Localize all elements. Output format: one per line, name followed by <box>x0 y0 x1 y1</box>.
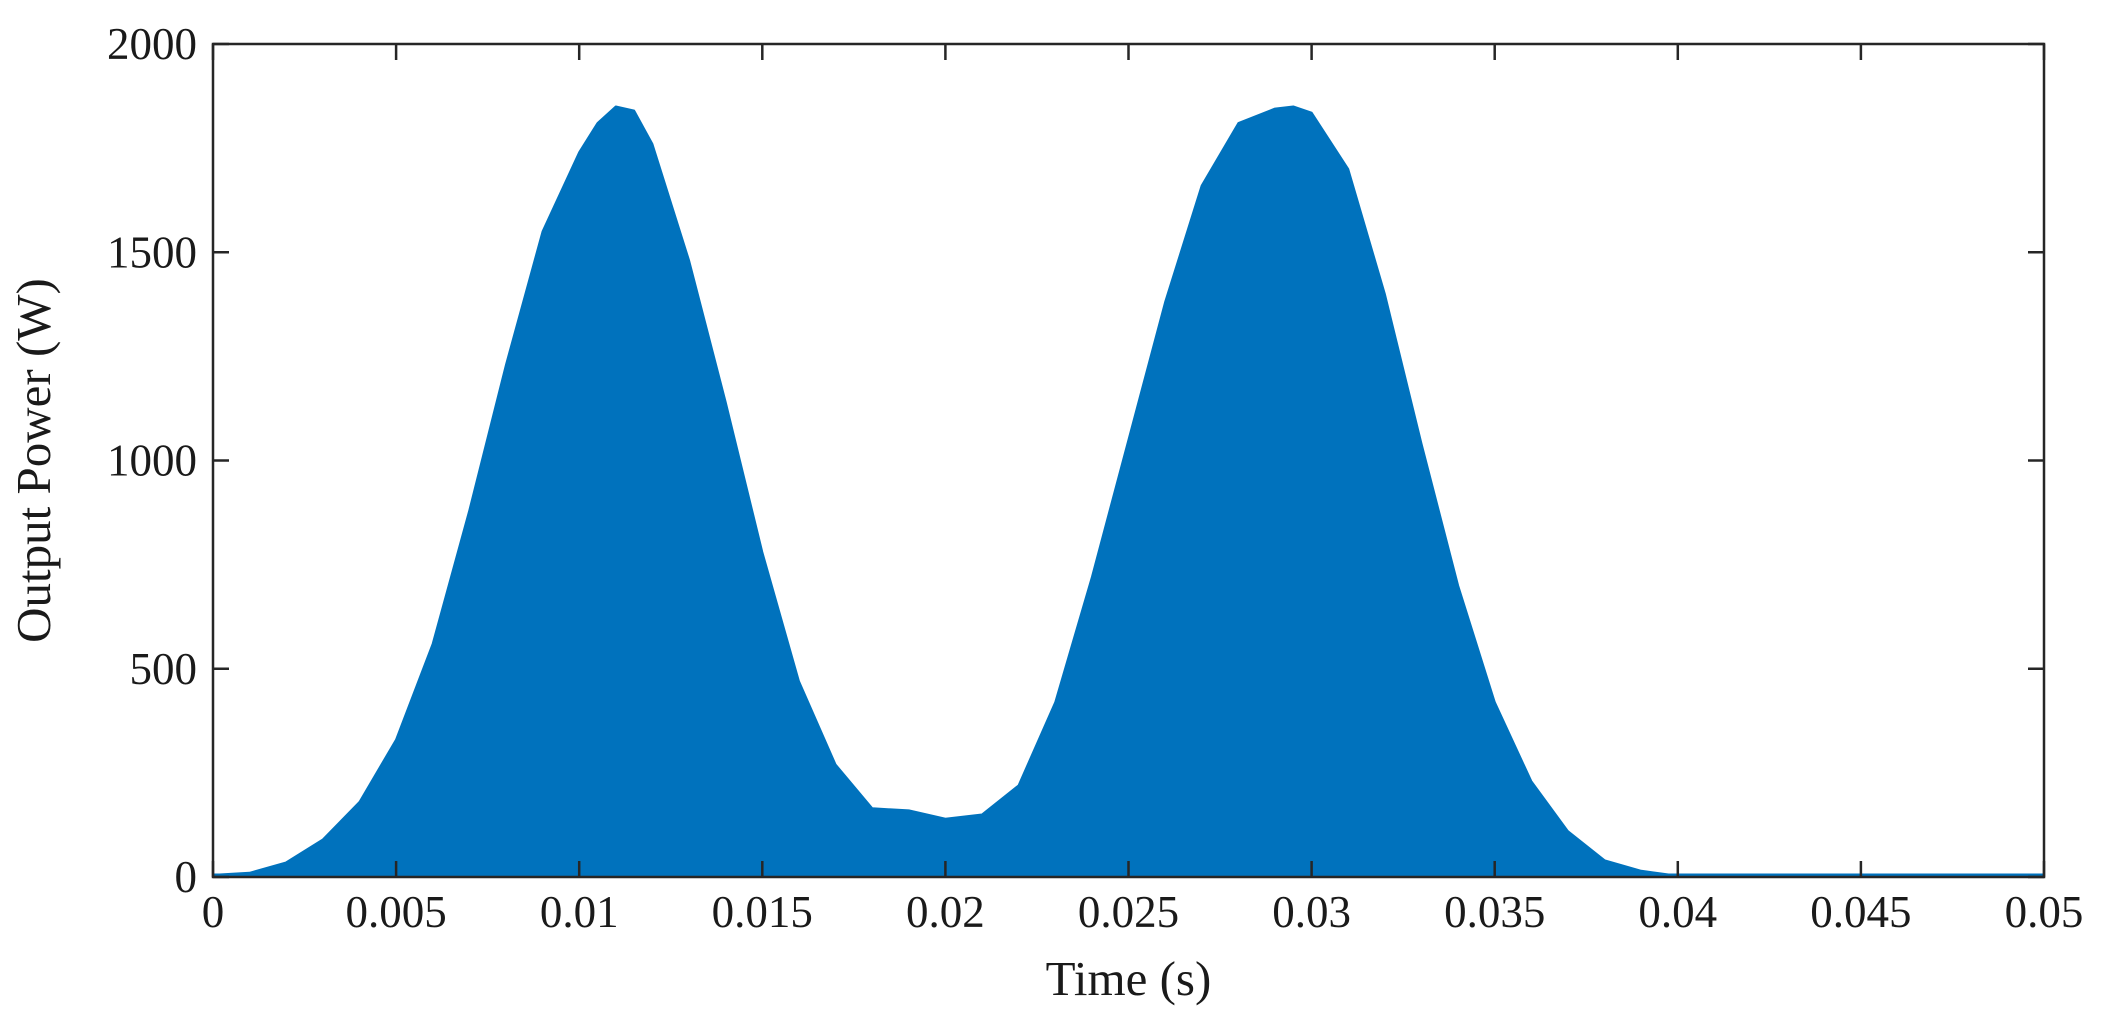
y-axis-label: Output Power (W) <box>6 278 61 643</box>
y-tick-label: 1000 <box>107 436 197 486</box>
y-tick-label: 0 <box>175 852 198 902</box>
x-tick-label: 0.04 <box>1638 887 1717 937</box>
power-envelope-area <box>212 105 2045 878</box>
x-tick-label: 0.025 <box>1078 887 1179 937</box>
x-tick-label: 0.045 <box>1810 887 1911 937</box>
y-tick-label: 1500 <box>107 227 197 277</box>
x-tick-label: 0.02 <box>906 887 985 937</box>
x-tick-label: 0.01 <box>540 887 619 937</box>
x-tick-label: 0.035 <box>1444 887 1545 937</box>
x-tick-labels: 0 0.005 0.01 0.015 0.02 0.025 0.03 0.035 0.04 0.0… <box>202 887 2084 937</box>
axis-ticks <box>211 42 2046 879</box>
x-tick-label: 0.015 <box>712 887 813 937</box>
x-tick-label: 0 <box>202 887 225 937</box>
x-tick-label: 0.05 <box>2005 887 2084 937</box>
y-tick-label: 2000 <box>107 19 197 69</box>
x-axis-label: Time (s) <box>1046 951 1212 1006</box>
x-tick-label: 0.03 <box>1272 887 1351 937</box>
x-tick-label: 0.005 <box>345 887 446 937</box>
y-tick-labels: 0 500 1000 1500 2000 <box>107 19 197 902</box>
y-tick-label: 500 <box>130 644 198 694</box>
